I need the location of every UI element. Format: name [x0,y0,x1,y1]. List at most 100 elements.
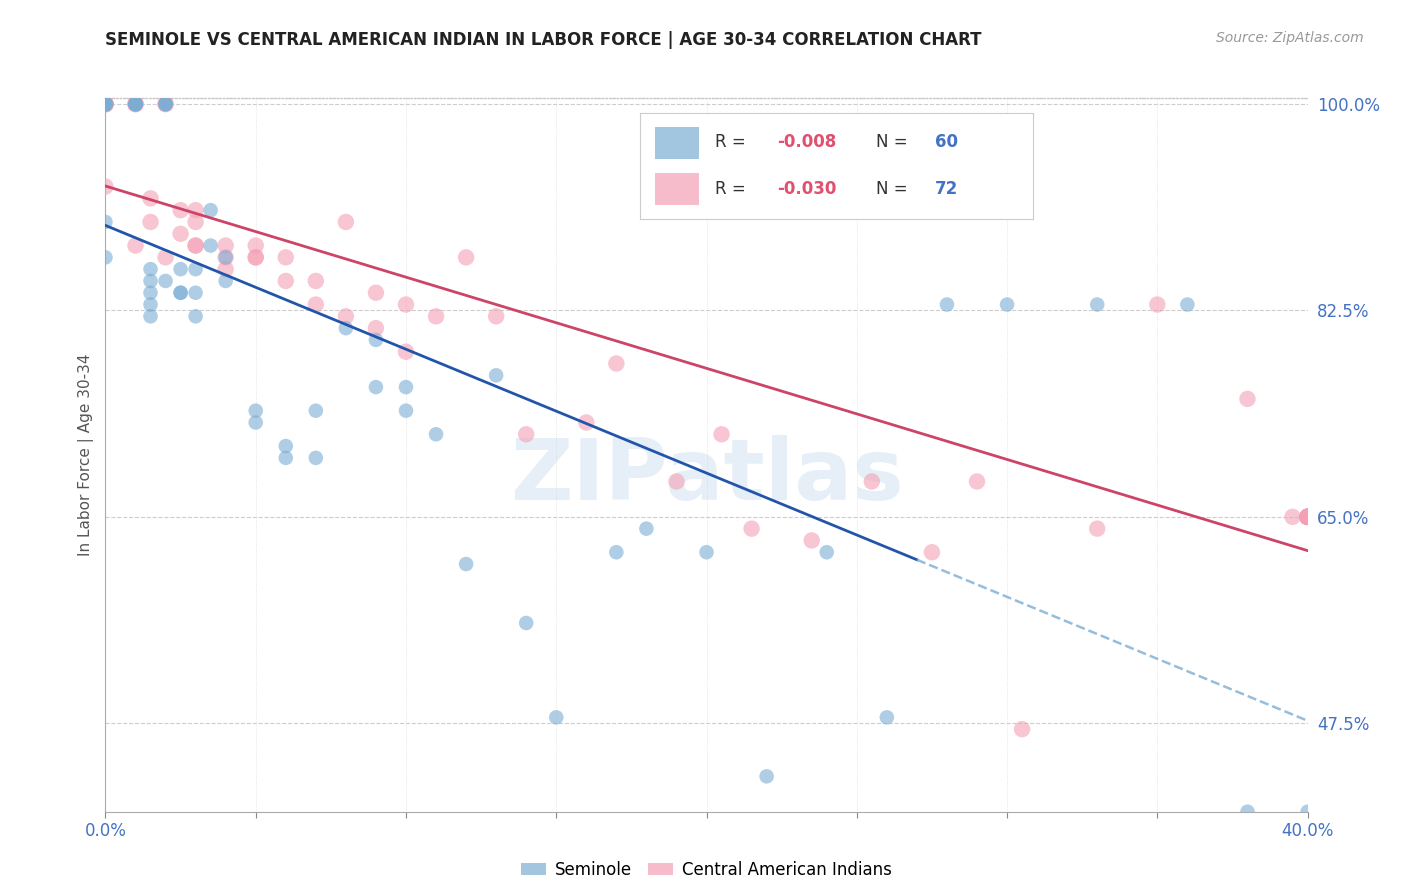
Point [1296,805,1319,819]
Point [94,179,117,194]
Point [1281,509,1303,524]
Point [124,97,146,112]
Point [184,262,207,277]
Point [94,97,117,112]
Point [184,238,207,252]
Point [94,97,117,112]
Text: R =: R = [714,179,751,197]
Point [245,238,267,252]
Point [800,533,823,548]
Point [155,97,177,112]
Point [124,97,146,112]
Point [605,545,627,559]
Point [546,710,568,724]
Point [515,427,537,442]
Point [995,297,1018,311]
Point [139,285,162,300]
Point [425,310,447,324]
Point [94,97,117,112]
Text: Source: ZipAtlas.com: Source: ZipAtlas.com [1216,31,1364,45]
Point [395,297,418,311]
Point [575,416,598,430]
Point [155,251,177,265]
Point [1085,297,1108,311]
Point [755,769,778,783]
Point [395,380,418,394]
Point [124,97,146,112]
Point [1296,509,1319,524]
Point [515,615,537,630]
Point [139,262,162,277]
Point [124,97,146,112]
Point [425,427,447,442]
Point [876,710,898,724]
Point [169,285,191,300]
Point [94,97,117,112]
Point [1085,522,1108,536]
Point [94,97,117,112]
Point [184,285,207,300]
Point [335,321,357,335]
FancyBboxPatch shape [655,127,699,159]
Point [139,191,162,205]
Point [1296,509,1319,524]
Point [395,403,418,417]
Point [200,238,222,252]
Point [155,97,177,112]
Point [94,97,117,112]
Point [454,557,477,571]
Point [245,251,267,265]
Point [245,416,267,430]
Point [305,297,328,311]
Point [485,368,508,383]
Point [214,262,236,277]
Point [335,310,357,324]
Point [94,215,117,229]
Point [1296,509,1319,524]
Point [454,251,477,265]
Point [94,97,117,112]
Point [94,97,117,112]
Point [605,357,627,371]
Point [214,251,236,265]
Point [696,545,718,559]
Y-axis label: In Labor Force | Age 30-34: In Labor Force | Age 30-34 [79,353,94,557]
Point [94,97,117,112]
Point [139,274,162,288]
Point [94,97,117,112]
Point [395,344,418,359]
Text: 72: 72 [935,179,959,197]
Point [139,297,162,311]
Point [305,403,328,417]
Point [155,97,177,112]
Point [94,97,117,112]
Point [710,427,733,442]
Legend: Seminole, Central American Indians: Seminole, Central American Indians [515,855,898,886]
Point [936,297,959,311]
Point [155,97,177,112]
Point [214,274,236,288]
Point [1236,805,1258,819]
Text: -0.008: -0.008 [778,133,837,152]
Point [1296,509,1319,524]
Point [485,310,508,324]
Point [1011,722,1033,736]
Point [274,439,297,453]
Point [124,97,146,112]
Point [1296,509,1319,524]
Point [1296,509,1319,524]
Point [94,97,117,112]
Point [124,97,146,112]
Point [665,475,688,489]
Point [364,380,387,394]
Text: N =: N = [876,179,912,197]
Point [1296,509,1319,524]
Point [124,97,146,112]
Text: SEMINOLE VS CENTRAL AMERICAN INDIAN IN LABOR FORCE | AGE 30-34 CORRELATION CHART: SEMINOLE VS CENTRAL AMERICAN INDIAN IN L… [105,31,981,49]
Point [245,403,267,417]
Point [636,522,658,536]
Point [921,545,943,559]
Point [305,450,328,465]
Point [94,97,117,112]
Point [124,97,146,112]
